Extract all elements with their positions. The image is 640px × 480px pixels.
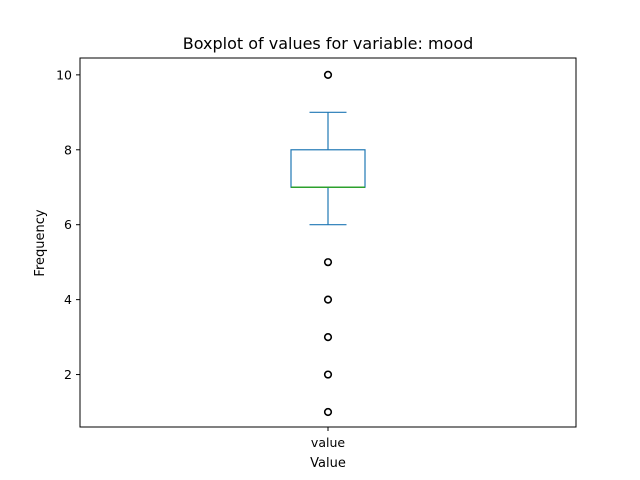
y-tick-label: 6 bbox=[64, 217, 72, 232]
plot-area: 2 4 6 8 10 value bbox=[56, 57, 577, 450]
x-tick-label: value bbox=[311, 435, 345, 450]
outlier-point bbox=[323, 407, 333, 417]
outlier-point bbox=[323, 370, 333, 379]
y-tick-label: 8 bbox=[64, 142, 72, 157]
axes-frame bbox=[79, 57, 577, 428]
outlier-point bbox=[323, 70, 333, 79]
outlier-point bbox=[323, 258, 333, 267]
chart-title: Boxplot of values for variable: mood bbox=[183, 34, 474, 53]
y-tick-label: 10 bbox=[56, 67, 72, 82]
y-axis-label: Frequency bbox=[33, 209, 48, 276]
outlier-point bbox=[323, 295, 333, 304]
y-tick-label: 2 bbox=[64, 367, 72, 382]
y-tick-label: 4 bbox=[64, 292, 72, 307]
iqr-box bbox=[290, 149, 366, 188]
outlier-point bbox=[323, 332, 333, 342]
x-axis-label: Value bbox=[310, 456, 346, 471]
